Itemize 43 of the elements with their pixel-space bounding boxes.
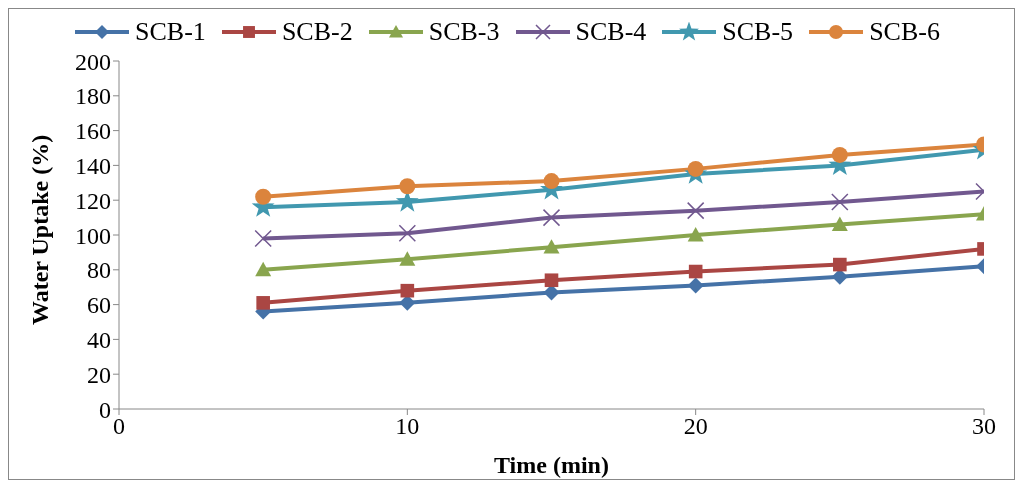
point <box>543 239 560 254</box>
point <box>399 178 416 195</box>
y-tick-label: 140 <box>75 152 111 179</box>
legend-label: SCB-5 <box>722 17 794 47</box>
point <box>543 173 560 190</box>
point <box>831 216 848 231</box>
point <box>831 146 848 163</box>
legend-label: SCB-3 <box>428 17 500 47</box>
x-tick-label: 30 <box>972 413 996 440</box>
legend-label: SCB-6 <box>869 17 940 47</box>
y-axis-title: Water Uptake (%) <box>26 134 53 325</box>
y-tick-label: 100 <box>75 222 111 249</box>
point <box>833 257 847 272</box>
y-tick-label: 60 <box>87 292 111 319</box>
y-tick-label: 0 <box>99 396 111 423</box>
point <box>399 251 416 266</box>
legend-label: SCB-4 <box>575 17 647 47</box>
point <box>255 188 272 205</box>
point <box>687 160 704 177</box>
y-tick-label: 180 <box>75 83 111 110</box>
x-axis-title: Time (min) <box>494 452 609 478</box>
point <box>254 229 272 248</box>
point <box>255 261 272 277</box>
point <box>687 227 704 242</box>
point <box>687 277 704 294</box>
point <box>686 201 705 220</box>
x-tick-label: 10 <box>395 413 420 440</box>
point <box>542 208 561 227</box>
point <box>831 193 849 211</box>
point <box>400 283 415 298</box>
point <box>256 296 270 310</box>
legend-label: SCB-1 <box>135 17 206 47</box>
y-tick-label: 120 <box>75 187 111 214</box>
point <box>688 264 703 279</box>
point <box>544 273 559 288</box>
point <box>398 224 417 243</box>
y-tick-label: 20 <box>87 361 111 388</box>
y-tick-label: 40 <box>87 326 111 353</box>
y-tick-label: 80 <box>87 257 111 284</box>
y-tick-label: 200 <box>75 48 111 75</box>
x-tick-label: 20 <box>683 413 708 440</box>
legend-label: SCB-2 <box>281 17 353 47</box>
y-tick-label: 160 <box>75 118 111 145</box>
